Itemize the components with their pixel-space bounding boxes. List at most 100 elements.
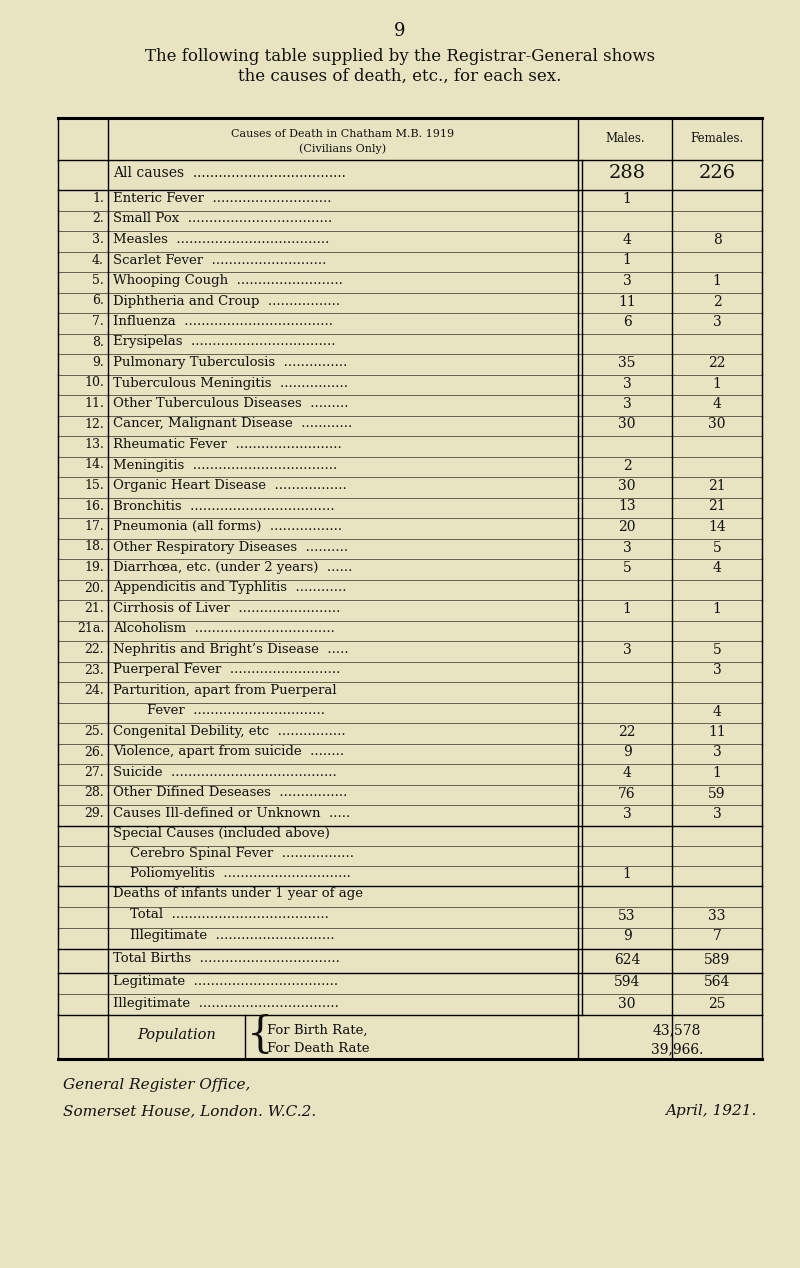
Text: 24.: 24. xyxy=(84,683,104,697)
Text: 28.: 28. xyxy=(84,786,104,800)
Text: 9: 9 xyxy=(622,929,631,943)
Text: The following table supplied by the Registrar-General shows: The following table supplied by the Regi… xyxy=(145,48,655,65)
Text: 19.: 19. xyxy=(84,560,104,574)
Text: 3: 3 xyxy=(622,643,631,657)
Text: Diarrhœa, etc. (under 2 years)  ......: Diarrhœa, etc. (under 2 years) ...... xyxy=(113,560,352,574)
Text: 33: 33 xyxy=(708,908,726,923)
Text: 26.: 26. xyxy=(84,746,104,758)
Text: 12.: 12. xyxy=(84,417,104,431)
Text: 589: 589 xyxy=(704,952,730,966)
Text: 3: 3 xyxy=(713,746,722,760)
Text: 1: 1 xyxy=(622,602,631,616)
Text: Pulmonary Tuberculosis  ...............: Pulmonary Tuberculosis ............... xyxy=(113,356,347,369)
Text: Other Difined Deseases  ................: Other Difined Deseases ................ xyxy=(113,786,347,800)
Text: 226: 226 xyxy=(698,164,735,183)
Text: Small Pox  ..................................: Small Pox ..............................… xyxy=(113,213,332,226)
Text: 7: 7 xyxy=(713,929,722,943)
Text: Enteric Fever  ............................: Enteric Fever ..........................… xyxy=(113,191,331,205)
Text: Scarlet Fever  ...........................: Scarlet Fever ..........................… xyxy=(113,254,326,266)
Text: 4: 4 xyxy=(713,397,722,411)
Text: 5: 5 xyxy=(713,540,722,554)
Text: Illegitimate  .................................: Illegitimate ...........................… xyxy=(113,997,339,1009)
Text: 15.: 15. xyxy=(84,479,104,492)
Text: 30: 30 xyxy=(618,997,636,1011)
Text: 43,578: 43,578 xyxy=(653,1023,701,1037)
Text: April, 1921.: April, 1921. xyxy=(666,1104,757,1118)
Text: Tuberculous Meningitis  ................: Tuberculous Meningitis ................ xyxy=(113,377,348,389)
Text: Diphtheria and Croup  .................: Diphtheria and Croup ................. xyxy=(113,294,340,308)
Text: Alcoholism  .................................: Alcoholism .............................… xyxy=(113,623,335,635)
Text: 20: 20 xyxy=(618,520,636,534)
Text: 25: 25 xyxy=(708,997,726,1011)
Text: 9: 9 xyxy=(394,22,406,41)
Text: 1: 1 xyxy=(713,377,722,391)
Text: Appendicitis and Typhlitis  ............: Appendicitis and Typhlitis ............ xyxy=(113,582,346,595)
Text: Violence, apart from suicide  ........: Violence, apart from suicide ........ xyxy=(113,746,344,758)
Text: 59: 59 xyxy=(708,786,726,800)
Text: the causes of death, etc., for each sex.: the causes of death, etc., for each sex. xyxy=(238,68,562,85)
Text: Other Tuberculous Diseases  .........: Other Tuberculous Diseases ......... xyxy=(113,397,349,410)
Text: Poliomyelitis  ..............................: Poliomyelitis ..........................… xyxy=(113,867,351,880)
Text: 13.: 13. xyxy=(84,437,104,451)
Text: 22: 22 xyxy=(618,725,636,739)
Text: 7.: 7. xyxy=(92,314,104,328)
Text: Fever  ...............................: Fever ............................... xyxy=(113,705,325,718)
Text: Causes Ill-defined or Unknown  .....: Causes Ill-defined or Unknown ..... xyxy=(113,806,350,820)
Text: Males.: Males. xyxy=(605,132,645,145)
Text: For Death Rate: For Death Rate xyxy=(267,1042,370,1055)
Text: 76: 76 xyxy=(618,786,636,800)
Text: 30: 30 xyxy=(618,479,636,493)
Text: 4: 4 xyxy=(713,560,722,574)
Text: Causes of Death in Chatham M.B. 1919: Causes of Death in Chatham M.B. 1919 xyxy=(231,129,454,139)
Text: Influenza  ...................................: Influenza ..............................… xyxy=(113,314,333,328)
Text: Deaths of infants under 1 year of age: Deaths of infants under 1 year of age xyxy=(113,888,363,900)
Text: Cirrhosis of Liver  ........................: Cirrhosis of Liver .....................… xyxy=(113,602,340,615)
Text: For Birth Rate,: For Birth Rate, xyxy=(267,1023,367,1036)
Text: 3: 3 xyxy=(622,397,631,411)
Text: 2: 2 xyxy=(713,294,722,308)
Text: 3: 3 xyxy=(713,806,722,820)
Text: 3: 3 xyxy=(622,806,631,820)
Text: Whooping Cough  .........................: Whooping Cough ......................... xyxy=(113,274,343,287)
Text: 10.: 10. xyxy=(84,377,104,389)
Text: 18.: 18. xyxy=(84,540,104,554)
Text: 1: 1 xyxy=(713,602,722,616)
Text: Total  .....................................: Total ..................................… xyxy=(113,908,329,922)
Text: {: { xyxy=(247,1013,274,1055)
Text: 594: 594 xyxy=(614,975,640,989)
Text: 564: 564 xyxy=(704,975,730,989)
Text: 30: 30 xyxy=(708,417,726,431)
Text: 11.: 11. xyxy=(84,397,104,410)
Text: 27.: 27. xyxy=(84,766,104,779)
Text: Population: Population xyxy=(137,1027,216,1041)
Text: 23.: 23. xyxy=(84,663,104,677)
Text: 2: 2 xyxy=(622,459,631,473)
Text: 13: 13 xyxy=(618,500,636,514)
Text: Other Respiratory Diseases  ..........: Other Respiratory Diseases .......... xyxy=(113,540,348,554)
Text: 624: 624 xyxy=(614,952,640,966)
Text: 4: 4 xyxy=(622,766,631,780)
Text: Cancer, Malignant Disease  ............: Cancer, Malignant Disease ............ xyxy=(113,417,352,431)
Text: Rheumatic Fever  .........................: Rheumatic Fever ........................… xyxy=(113,437,342,451)
Text: Congenital Debility, etc  ................: Congenital Debility, etc ...............… xyxy=(113,725,346,738)
Text: 16.: 16. xyxy=(84,500,104,512)
Text: Illegitimate  ............................: Illegitimate ...........................… xyxy=(113,929,334,942)
Text: 14.: 14. xyxy=(84,459,104,472)
Text: 4: 4 xyxy=(713,705,722,719)
Text: Females.: Females. xyxy=(690,132,744,145)
Text: (Civilians Only): (Civilians Only) xyxy=(299,143,386,153)
Text: 3: 3 xyxy=(622,540,631,554)
Text: 4.: 4. xyxy=(92,254,104,266)
Text: 1: 1 xyxy=(713,766,722,780)
Text: Cerebro Spinal Fever  .................: Cerebro Spinal Fever ................. xyxy=(113,847,354,861)
Text: Bronchitis  ..................................: Bronchitis .............................… xyxy=(113,500,334,512)
Text: 14: 14 xyxy=(708,520,726,534)
Text: 1.: 1. xyxy=(92,191,104,205)
Text: 53: 53 xyxy=(618,908,636,923)
Text: Puerperal Fever  ..........................: Puerperal Fever ........................… xyxy=(113,663,340,677)
Text: Organic Heart Disease  .................: Organic Heart Disease ................. xyxy=(113,479,346,492)
Text: 2.: 2. xyxy=(92,213,104,226)
Text: 1: 1 xyxy=(713,274,722,288)
Text: 6.: 6. xyxy=(92,294,104,308)
Text: Legitimate  ..................................: Legitimate .............................… xyxy=(113,975,338,989)
